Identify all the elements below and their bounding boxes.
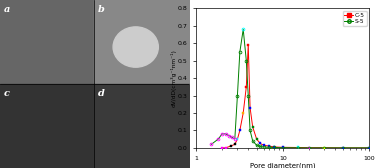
Legend: C-5, S-5: C-5, S-5 <box>343 11 366 26</box>
Y-axis label: dV/dD(cm³g⁻¹nm⁻¹): dV/dD(cm³g⁻¹nm⁻¹) <box>170 49 176 107</box>
Text: c: c <box>4 89 10 98</box>
Text: d: d <box>98 89 105 98</box>
Text: a: a <box>4 5 10 14</box>
Circle shape <box>113 27 158 67</box>
X-axis label: Pore diameter(nm): Pore diameter(nm) <box>250 163 316 168</box>
Text: b: b <box>98 5 105 14</box>
